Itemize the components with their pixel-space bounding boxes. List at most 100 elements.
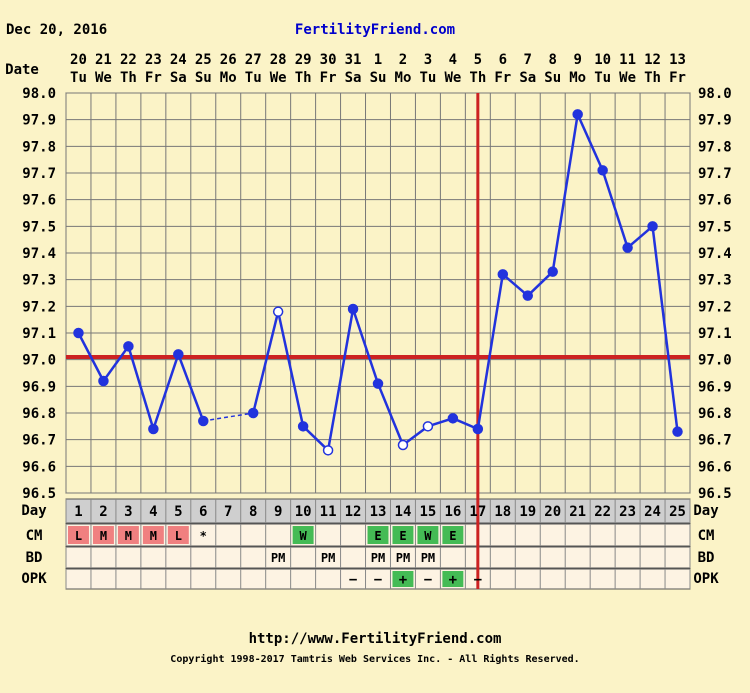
cycle-day-label: 17 (469, 504, 486, 520)
date-tick-label: 2 (399, 52, 407, 68)
weekday-tick-label: We (95, 70, 112, 86)
data-point (73, 327, 84, 339)
date-row-label: Date (5, 62, 39, 78)
data-point (647, 221, 658, 232)
y-tick-label: 98.0 (22, 86, 56, 102)
cm-cell (117, 526, 139, 544)
date-tick-label: 3 (424, 52, 432, 68)
weekday-tick-label: Mo (220, 70, 237, 86)
cm-cell (167, 526, 189, 544)
cycle-day-label: 11 (320, 504, 337, 520)
weekday-tick-label: Fr (669, 70, 686, 86)
cycle-day-label: 8 (249, 504, 257, 520)
cm-label: L (175, 529, 182, 543)
cycle-day-label: 18 (494, 504, 511, 520)
cm-label: W (300, 529, 308, 543)
date-tick-label: 26 (220, 52, 237, 68)
y-tick-label: 96.7 (22, 433, 56, 449)
weekday-tick-label: Fr (494, 70, 511, 86)
y-tick-label-right: 97.1 (698, 326, 732, 342)
data-point (472, 423, 484, 435)
y-tick-label: 96.8 (22, 406, 56, 422)
cycle-day-label: 5 (174, 504, 182, 520)
date-tick-label: 29 (295, 52, 312, 68)
header-date: Dec 20, 2016 (6, 22, 107, 38)
date-tick-label: 21 (95, 52, 112, 68)
bd-label: PM (421, 551, 435, 565)
y-tick-label-right: 97.2 (698, 299, 732, 315)
date-tick-label: 8 (549, 52, 557, 68)
cm-label: * (200, 529, 207, 543)
cm-cell (68, 526, 89, 544)
opk-label: + (399, 572, 407, 588)
date-tick-label: 22 (120, 52, 137, 68)
data-point (622, 242, 633, 253)
date-tick-label: 11 (619, 52, 636, 68)
series-segment (152, 353, 180, 430)
weekday-tick-label: Th (644, 70, 661, 86)
data-point (123, 341, 134, 352)
opk-label: − (424, 572, 432, 588)
weekday-tick-label: Sa (345, 70, 362, 86)
y-tick-label: 97.0 (22, 353, 56, 369)
series-segment (526, 270, 554, 297)
date-tick-label: 9 (573, 52, 581, 68)
date-tick-label: 27 (245, 52, 262, 68)
bd-label: PM (271, 551, 285, 565)
date-tick-label: 24 (170, 52, 187, 68)
y-tick-label-right: 97.8 (698, 139, 732, 155)
y-tick-label: 96.9 (22, 379, 56, 395)
series-segment (551, 114, 579, 272)
cm-cell (417, 526, 439, 544)
cycle-day-label: 19 (519, 504, 536, 520)
opk-label: − (349, 572, 357, 588)
y-tick-label-right: 96.8 (698, 406, 732, 422)
weekday-tick-label: Tu (594, 70, 611, 86)
y-tick-label: 96.5 (22, 486, 56, 502)
date-tick-label: 23 (145, 52, 162, 68)
y-tick-label-right: 97.7 (698, 166, 732, 182)
opk-row-label-right: OPK (693, 571, 719, 587)
weekday-tick-label: Fr (145, 70, 162, 86)
series-segment (501, 273, 529, 297)
date-tick-label: 1 (374, 52, 382, 68)
data-point (297, 421, 309, 432)
data-point (422, 421, 434, 432)
bd-label: PM (371, 551, 385, 565)
bd-label: PM (396, 551, 410, 565)
x-axis: 20Tu21We22Th23Fr24Sa25Su26Mo27Tu28We29Th… (70, 52, 686, 86)
y-tick-label-right: 97.6 (698, 193, 732, 209)
data-point (148, 423, 159, 435)
bd-row-label: BD (26, 550, 43, 566)
cm-label: W (424, 529, 432, 543)
weekday-tick-label: We (270, 70, 287, 86)
series-segment (376, 383, 405, 446)
weekday-tick-label: Su (370, 70, 387, 86)
y-tick-label: 97.8 (22, 139, 56, 155)
cm-label: M (125, 529, 132, 543)
data-point (98, 375, 109, 387)
cycle-day-label: 25 (669, 504, 686, 520)
y-tick-label-right: 97.9 (698, 113, 732, 129)
bd-row-label-right: BD (698, 550, 715, 566)
data-point (572, 109, 583, 120)
header-site: FertilityFriend.com (295, 22, 455, 38)
y-tick-label-right: 96.9 (698, 379, 732, 395)
cm-cell (367, 526, 389, 544)
y-tick-label: 97.4 (22, 246, 56, 262)
y-tick-label: 96.6 (22, 459, 56, 475)
cm-cell (292, 526, 314, 544)
cycle-day-label: 9 (274, 504, 282, 520)
date-tick-label: 28 (270, 52, 287, 68)
series-segment (601, 169, 629, 249)
day-row-label: Day (21, 503, 47, 519)
date-tick-label: 12 (644, 52, 661, 68)
plot-area (65, 92, 691, 494)
weekday-tick-label: We (619, 70, 636, 86)
data-point (322, 445, 334, 456)
series-segment (102, 345, 130, 382)
cm-label: E (374, 529, 381, 543)
weekday-tick-label: Mo (569, 70, 586, 86)
y-tick-label: 97.2 (22, 299, 56, 315)
